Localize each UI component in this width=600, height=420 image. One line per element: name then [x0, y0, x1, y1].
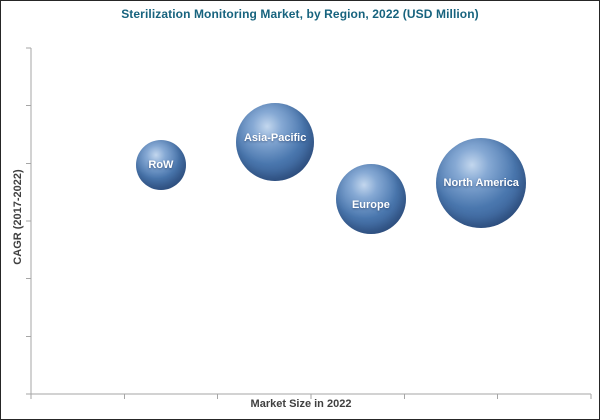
bubble-label: North America — [443, 176, 519, 189]
bubble-label: Europe — [351, 198, 390, 211]
x-axis-title: Market Size in 2022 — [250, 398, 352, 410]
y-axis-title: CAGR (2017-2022) — [12, 169, 24, 265]
bubble-row: RoW — [135, 139, 186, 190]
bubble-label: Asia-Pacific — [243, 132, 307, 145]
bubble-label: RoW — [148, 158, 174, 171]
bubble-europe: Europe — [335, 163, 406, 234]
chart-title: Sterilization Monitoring Market, by Regi… — [121, 7, 479, 21]
bubble-asia-pacific: Asia-Pacific — [236, 103, 315, 182]
bubble-north-america: North America — [436, 137, 527, 228]
